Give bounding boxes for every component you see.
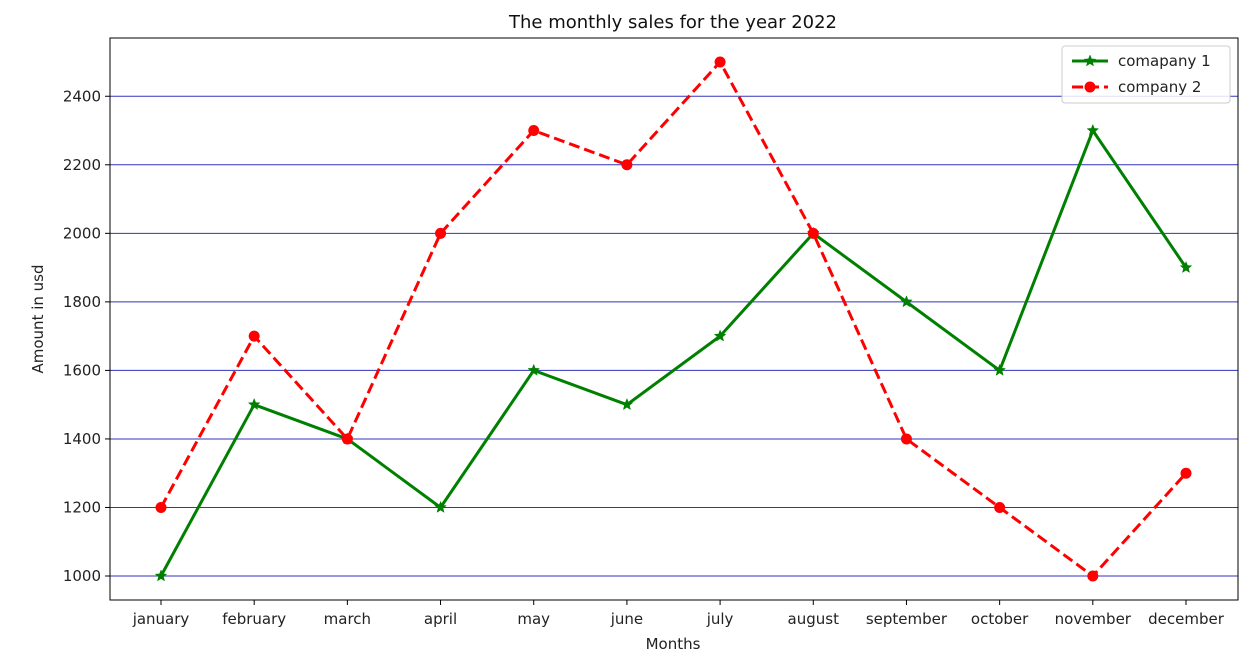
- x-tick-label: february: [222, 610, 286, 628]
- y-tick-label: 1800: [63, 293, 101, 311]
- legend-label: company 2: [1118, 78, 1201, 96]
- data-point: [435, 227, 447, 239]
- data-point: [714, 56, 726, 68]
- x-tick-label: march: [324, 610, 371, 628]
- data-point: [1087, 570, 1099, 582]
- y-tick-label: 2000: [63, 224, 101, 242]
- x-tick-label: june: [610, 610, 643, 628]
- legend-label: comapany 1: [1118, 52, 1211, 70]
- x-tick-label: january: [132, 610, 190, 628]
- chart-title: The monthly sales for the year 2022: [508, 12, 837, 33]
- data-point: [1180, 467, 1192, 479]
- x-axis-label: Months: [646, 635, 701, 653]
- y-axis-ticks: 1000 1200 1400 1600 1800 2000 2200 2400: [63, 87, 110, 585]
- data-point: [527, 363, 541, 376]
- data-point: [713, 329, 727, 342]
- y-tick-label: 2400: [63, 87, 101, 105]
- data-point: [1179, 260, 1193, 274]
- x-tick-label: august: [788, 610, 840, 628]
- data-point: [1086, 123, 1100, 136]
- data-point: [248, 330, 260, 342]
- x-tick-label: september: [866, 610, 948, 628]
- series-company-2: [155, 56, 1192, 582]
- data-point: [341, 433, 353, 445]
- x-tick-label: july: [706, 610, 734, 628]
- data-point: [900, 295, 913, 308]
- data-point: [900, 433, 912, 445]
- legend-marker: [1083, 54, 1097, 67]
- x-tick-label: october: [971, 610, 1029, 628]
- y-tick-label: 1600: [63, 361, 101, 379]
- x-axis-ticks: january february march april may june july augu…: [132, 600, 1225, 628]
- series-line: [159, 60, 1188, 578]
- data-point: [807, 227, 819, 239]
- y-tick-label: 1400: [63, 430, 101, 448]
- data-point: [994, 501, 1006, 513]
- grid-lines: [110, 95, 1238, 577]
- data-point: [620, 397, 634, 411]
- data-point: [621, 159, 633, 171]
- y-tick-label: 2200: [63, 156, 101, 174]
- data-point: [993, 363, 1006, 376]
- legend: comapany 1 company 2: [1061, 45, 1231, 104]
- x-tick-label: april: [424, 610, 457, 628]
- plot-area-frame: [109, 37, 1239, 601]
- data-point: [528, 125, 540, 137]
- series-layer: [154, 56, 1193, 582]
- series-comapany-1: [154, 123, 1193, 582]
- data-point: [434, 500, 447, 513]
- x-tick-label: december: [1148, 610, 1225, 628]
- y-axis-label: Amount in usd: [29, 265, 47, 374]
- y-tick-label: 1000: [63, 567, 101, 585]
- data-point: [155, 501, 167, 513]
- series-line: [159, 129, 1188, 577]
- y-tick-label: 1200: [63, 498, 101, 516]
- data-point: [247, 397, 261, 411]
- data-point: [154, 569, 168, 582]
- x-tick-label: november: [1055, 610, 1132, 628]
- legend-marker: [1084, 81, 1096, 93]
- x-tick-label: may: [517, 610, 550, 628]
